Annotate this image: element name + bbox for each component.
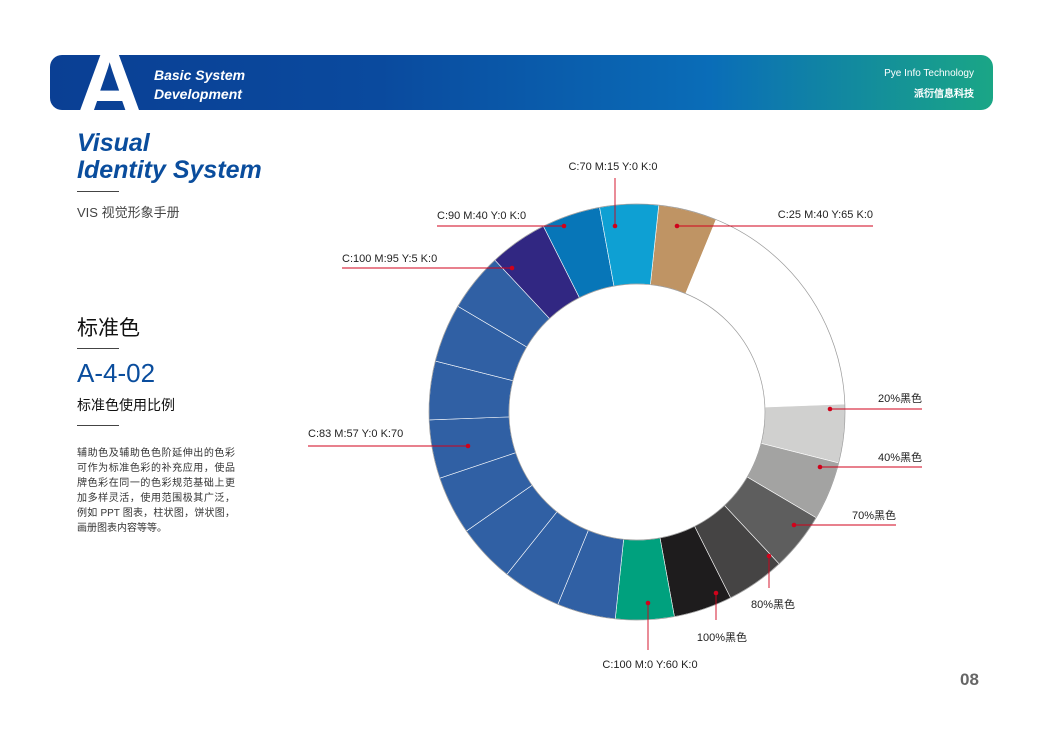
color-label: C:90 M:40 Y:0 K:0 — [437, 210, 526, 222]
manual-title: Visual Identity System — [77, 130, 262, 184]
color-label: C:100 M:0 Y:60 K:0 — [602, 659, 697, 671]
color-label: 70%黑色 — [852, 508, 896, 522]
page-code: A-4-02 — [77, 358, 156, 388]
page-number: 08 — [960, 670, 979, 689]
section-title: Basic System Development — [154, 66, 245, 104]
callout-marker-dot — [713, 590, 719, 596]
color-label: C:83 M:57 Y:0 K:70 — [308, 428, 403, 440]
callout-marker-dot — [561, 223, 567, 229]
color-label: 40%黑色 — [878, 450, 922, 464]
section-letter: A — [75, 32, 145, 139]
callout-marker-dot — [791, 522, 797, 528]
manual-title-line1: Visual — [77, 129, 150, 157]
color-label: 20%黑色 — [878, 391, 922, 405]
color-label: 100%黑色 — [697, 630, 747, 644]
divider — [77, 348, 119, 349]
callout-marker-dot — [509, 265, 515, 271]
manual-title-line2: Identity System — [77, 156, 262, 184]
color-label: C:100 M:95 Y:5 K:0 — [342, 253, 437, 265]
callout-marker-dot — [827, 406, 833, 412]
header-banner — [50, 55, 993, 110]
manual-subtitle: VIS 视觉形象手册 — [77, 205, 180, 220]
callout-marker-dot — [674, 223, 680, 229]
callout-marker-dot — [645, 600, 651, 606]
callout-marker-dot — [817, 464, 823, 470]
donut-outer-ring — [428, 203, 846, 621]
section-title-line2: Development — [154, 86, 242, 102]
divider — [77, 425, 119, 426]
company-name-en: Pye Info Technology — [884, 68, 974, 79]
color-label: C:70 M:15 Y:0 K:0 — [568, 161, 657, 173]
callout-marker-dot — [766, 553, 772, 559]
color-label: 80%黑色 — [751, 597, 795, 611]
section-title-line1: Basic System — [154, 67, 246, 83]
description: 辅助色及辅助色色阶延伸出的色彩可作为标准色彩的补充应用，使品牌色彩在同一的色彩规… — [77, 448, 235, 534]
callout-marker-dot — [612, 223, 618, 229]
company-name-cn: 派衍信息科技 — [914, 89, 974, 100]
color-label: C:25 M:40 Y:65 K:0 — [778, 209, 873, 221]
donut-inner-ring — [508, 283, 766, 541]
category-title: 标准色 — [77, 317, 140, 340]
divider — [77, 191, 119, 192]
page-code-subtitle: 标准色使用比例 — [77, 397, 175, 413]
callout-marker-dot — [465, 443, 471, 449]
